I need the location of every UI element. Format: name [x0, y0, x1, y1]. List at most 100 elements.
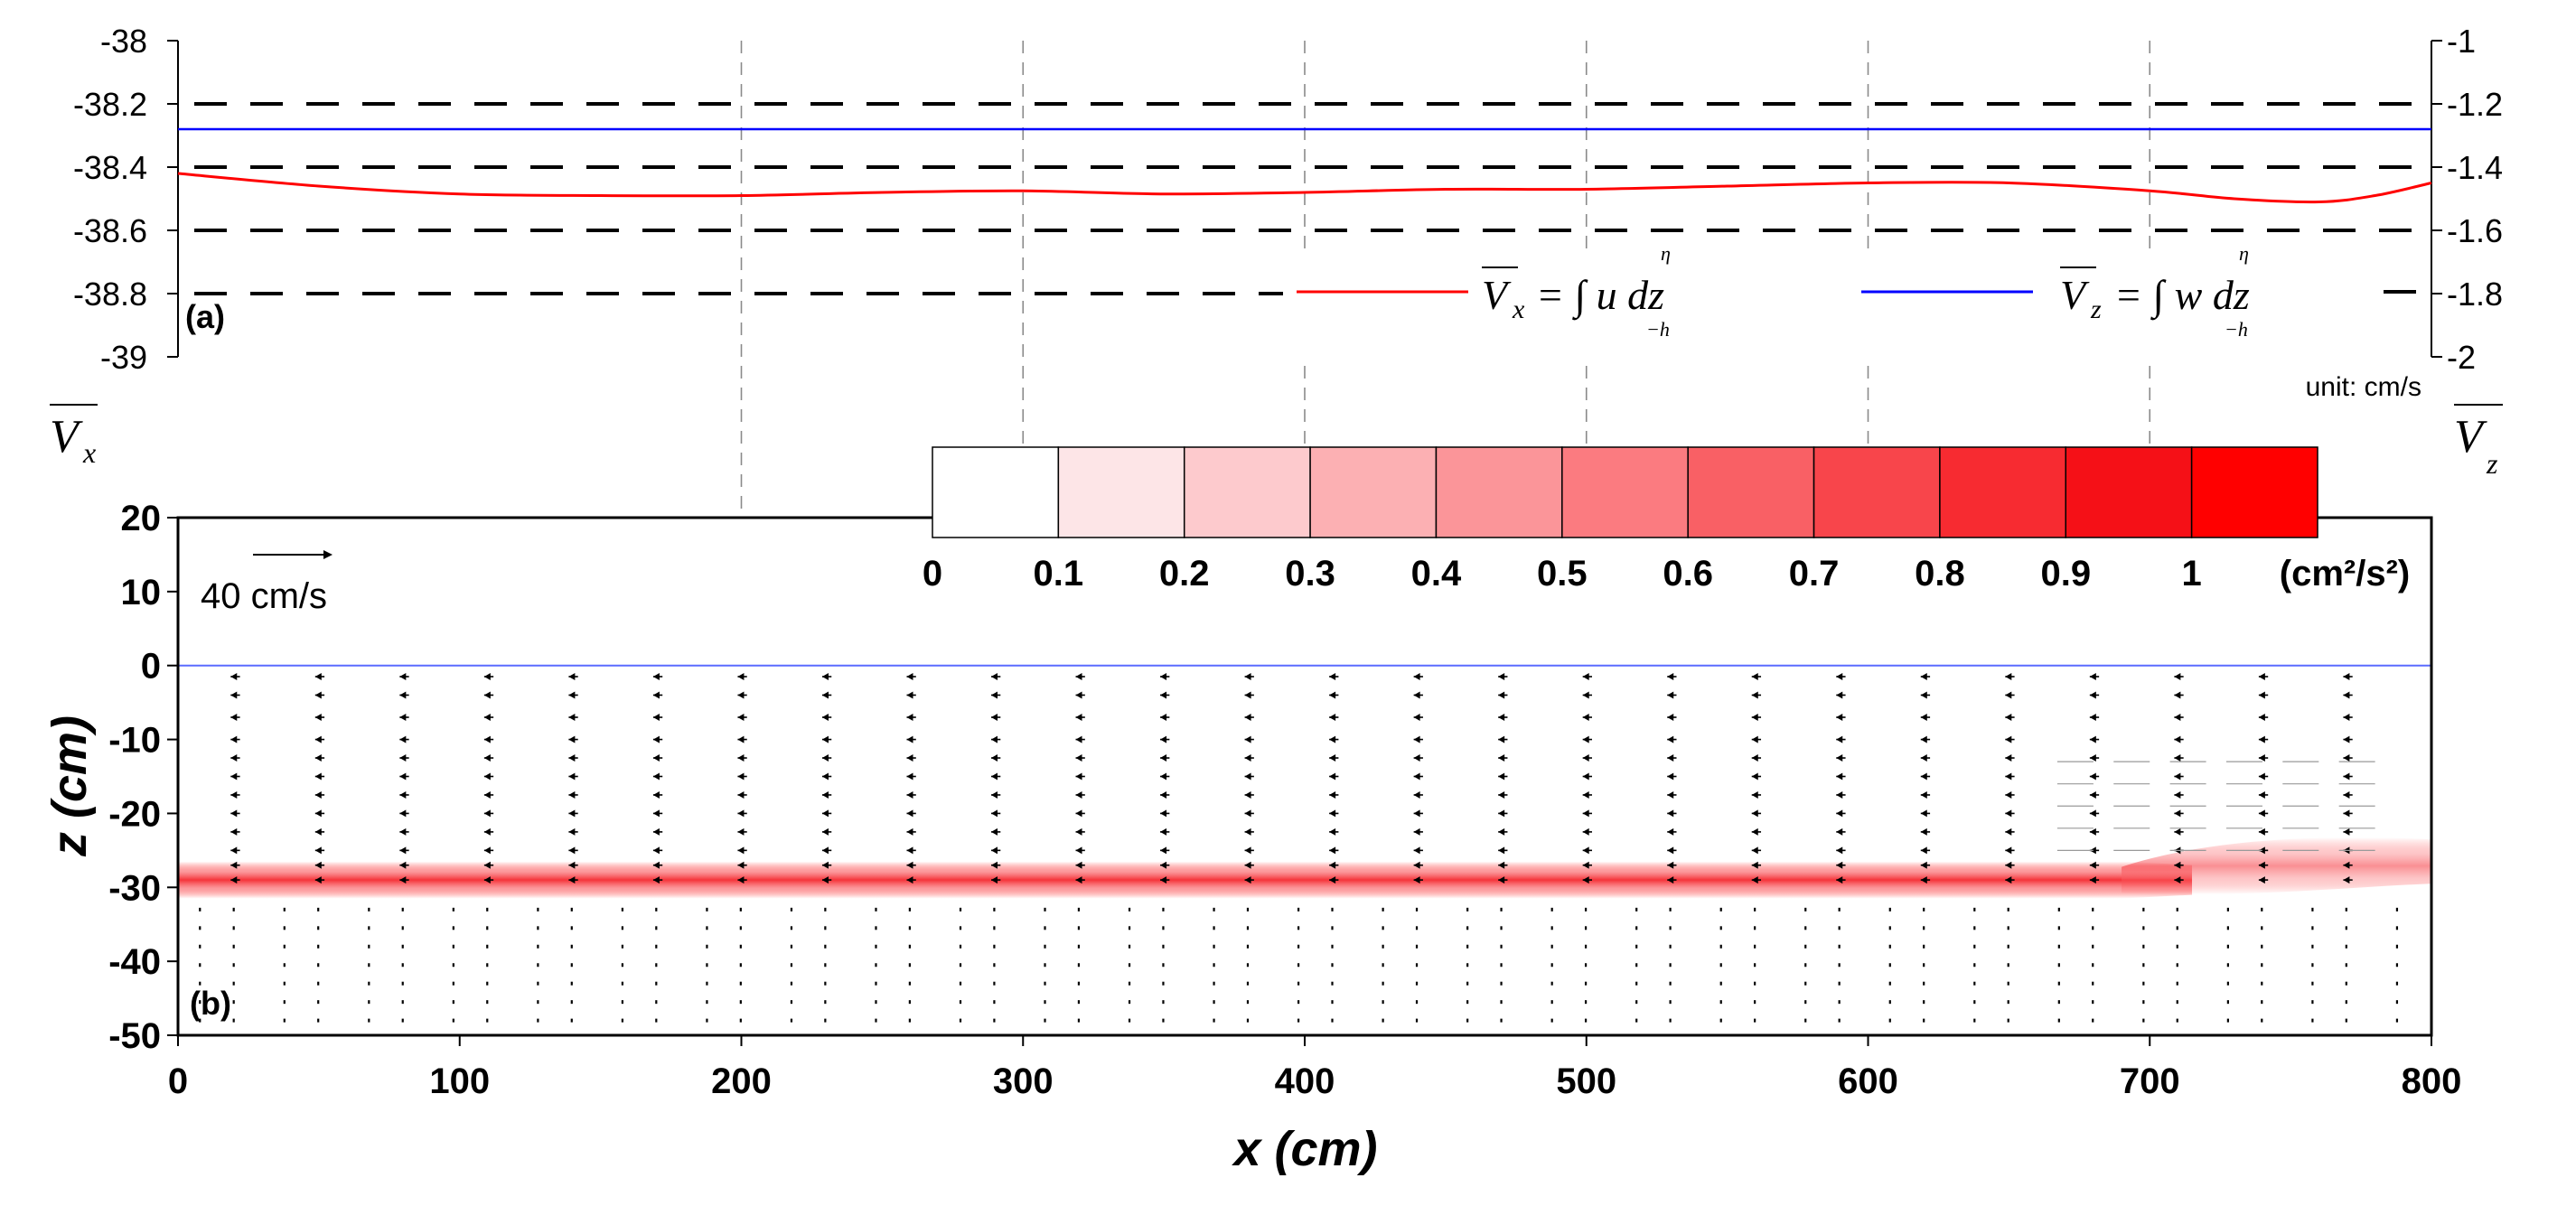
vector-dot [1415, 963, 1419, 968]
vector-arrowhead [1836, 691, 1843, 699]
vector-dot [1838, 907, 1841, 912]
vector-dot [908, 926, 911, 930]
vector-dot [2057, 907, 2060, 912]
left-axis-title-sub: x [82, 436, 96, 469]
vector-dot [1128, 981, 1131, 986]
vector-arrowhead [2174, 691, 2181, 699]
vector-arrowhead [652, 672, 660, 680]
vector-dot [1804, 1018, 1807, 1023]
vector-arrowhead [483, 790, 491, 799]
vector-dot [1044, 1000, 1046, 1005]
vector-dot [1754, 907, 1756, 912]
vector-arrowhead [1920, 714, 1927, 722]
vector-arrowhead [1244, 861, 1251, 869]
vector-dot [875, 944, 877, 949]
vector-dot [2142, 907, 2145, 912]
vector-dot [1213, 944, 1215, 949]
vector-arrowhead [314, 876, 322, 884]
vector-dot [2226, 907, 2229, 912]
vector-dot [706, 963, 708, 968]
vector-dot [1584, 907, 1588, 912]
vector-dot [1669, 1000, 1672, 1005]
vector-arrowhead [314, 846, 322, 855]
vector-dot [1888, 926, 1891, 930]
vector-dot [486, 981, 489, 986]
vector-dot [908, 963, 911, 968]
vector-dot [1669, 944, 1672, 949]
vector-dot [790, 963, 793, 968]
vector-arrowhead [1751, 846, 1758, 855]
vector-dot [2176, 963, 2178, 968]
vector-dot [655, 981, 658, 986]
vector-dot [1466, 981, 1469, 986]
vector-dot [1162, 907, 1165, 912]
vector-arrowhead [2005, 846, 2012, 855]
vector-arrowhead [1836, 876, 1843, 884]
vector-dot [368, 963, 370, 968]
vector-dot [2176, 907, 2178, 912]
vector-dot [2176, 926, 2178, 930]
vector-arrowhead [1329, 672, 1336, 680]
vector-arrowhead [1160, 809, 1167, 818]
vector-arrowhead [1329, 827, 1336, 836]
vector-dot [1044, 1018, 1046, 1023]
vector-dot [959, 907, 962, 912]
vector-dot [537, 963, 539, 968]
vector-dot [1838, 1000, 1841, 1005]
vector-arrowhead [1075, 691, 1082, 699]
vector-dot [2345, 963, 2347, 968]
vector-arrowhead [2089, 861, 2096, 869]
vector-arrowhead [1751, 790, 1758, 799]
vector-dot [1382, 1000, 1384, 1005]
left-tick-label: -39 [100, 339, 147, 376]
shear-layer-raised-band [2122, 837, 2431, 895]
vector-arrowhead [652, 754, 660, 762]
vector-arrowhead [399, 861, 407, 869]
vector-dot [2345, 1000, 2347, 1005]
vector-dot [1584, 926, 1588, 930]
vector-dot [537, 1018, 539, 1023]
vector-dot [993, 907, 996, 912]
vector-dot [1415, 907, 1419, 912]
vector-dot [1719, 1018, 1722, 1023]
vector-dot [2226, 963, 2229, 968]
vector-arrowhead [2258, 691, 2265, 699]
vector-dot [452, 926, 454, 930]
vector-arrowhead [2258, 772, 2265, 781]
vector-arrowhead [737, 846, 745, 855]
vector-arrowhead [314, 790, 322, 799]
colorbar-swatch [2190, 446, 2318, 538]
vector-dot [368, 907, 370, 912]
vector-arrowhead [1329, 754, 1336, 762]
vector-dot [1973, 981, 1976, 986]
colorbar-swatch [1057, 446, 1185, 538]
vector-arrowhead [652, 790, 660, 799]
colorbar-swatch [1687, 446, 1815, 538]
vector-arrowhead [399, 714, 407, 722]
vector-dot [570, 926, 573, 930]
vector-dot [2007, 1018, 2009, 1023]
vector-dot [1246, 1000, 1250, 1005]
vector-dot [2311, 963, 2314, 968]
vector-arrowhead [1075, 846, 1082, 855]
vector-dot [2007, 944, 2009, 949]
vector-dot [570, 1000, 573, 1005]
vector-dot [1669, 963, 1672, 968]
vector-dot [401, 1018, 404, 1023]
colorbar-swatch [1183, 446, 1311, 538]
vector-arrowhead [1413, 735, 1420, 743]
vector-arrowhead [1667, 846, 1674, 855]
vector-dot [2092, 944, 2094, 949]
vector-arrowhead [2005, 691, 2012, 699]
vector-arrowhead [2005, 735, 2012, 743]
vector-dot [1415, 981, 1419, 986]
vector-arrowhead [906, 691, 913, 699]
vector-dot [1838, 944, 1841, 949]
vector-dot [2092, 1018, 2094, 1023]
y-tick-label: -40 [108, 942, 161, 982]
legend-vx-lower: −h [1646, 318, 1670, 341]
vector-dot [317, 963, 320, 968]
vector-arrowhead [2089, 672, 2096, 680]
right-tick-label: -1.8 [2447, 276, 2503, 313]
